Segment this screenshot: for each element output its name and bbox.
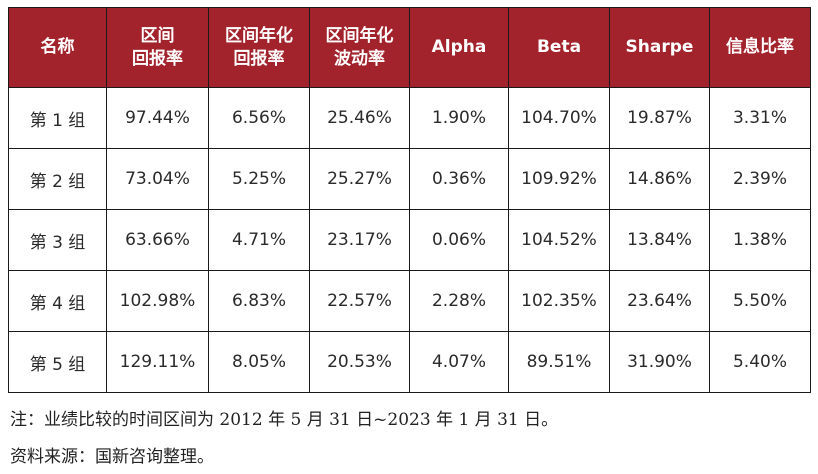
cell-sharpe: 19.87% (609, 87, 710, 149)
table-row: 第 5 组 129.11% 8.05% 20.53% 4.07% 89.51% … (8, 331, 811, 393)
cell-annualized-volatility: 23.17% (309, 209, 410, 271)
cell-group-name: 第 3 组 (8, 209, 107, 271)
header-alpha: Alpha (409, 7, 509, 88)
cell-annualized-return: 5.25% (208, 148, 310, 210)
cell-sharpe: 13.84% (609, 209, 710, 271)
cell-annualized-volatility: 25.46% (309, 87, 410, 149)
cell-group-name: 第 5 组 (8, 331, 107, 393)
header-name: 名称 (8, 7, 107, 88)
cell-information-ratio: 1.38% (709, 209, 811, 271)
cell-sharpe: 23.64% (609, 270, 710, 332)
cell-information-ratio: 3.31% (709, 87, 811, 149)
cell-annualized-volatility: 20.53% (309, 331, 410, 393)
cell-alpha: 2.28% (409, 270, 509, 332)
cell-group-name: 第 2 组 (8, 148, 107, 210)
cell-beta: 104.52% (508, 209, 610, 271)
cell-annualized-volatility: 22.57% (309, 270, 410, 332)
cell-period-return: 102.98% (106, 270, 209, 332)
header-period-return: 区间 回报率 (106, 7, 209, 88)
cell-sharpe: 31.90% (609, 331, 710, 393)
table-row: 第 3 组 63.66% 4.71% 23.17% 0.06% 104.52% … (8, 209, 811, 271)
header-beta: Beta (508, 7, 610, 88)
header-annualized-return: 区间年化 回报率 (208, 7, 310, 88)
cell-beta: 109.92% (508, 148, 610, 210)
header-sharpe: Sharpe (609, 7, 710, 88)
table-row: 第 2 组 73.04% 5.25% 25.27% 0.36% 109.92% … (8, 148, 811, 210)
cell-alpha: 1.90% (409, 87, 509, 149)
cell-information-ratio: 5.50% (709, 270, 811, 332)
footnote-source: 资料来源：国新咨询整理。 (10, 447, 214, 467)
cell-group-name: 第 4 组 (8, 270, 107, 332)
cell-annualized-return: 6.56% (208, 87, 310, 149)
cell-group-name: 第 1 组 (8, 87, 107, 149)
cell-annualized-volatility: 25.27% (309, 148, 410, 210)
cell-information-ratio: 2.39% (709, 148, 811, 210)
cell-alpha: 0.06% (409, 209, 509, 271)
cell-beta: 89.51% (508, 331, 610, 393)
cell-information-ratio: 5.40% (709, 331, 811, 393)
cell-period-return: 97.44% (106, 87, 209, 149)
header-information-ratio: 信息比率 (709, 7, 811, 88)
header-annualized-volatility: 区间年化 波动率 (309, 7, 410, 88)
table-row: 第 4 组 102.98% 6.83% 22.57% 2.28% 102.35%… (8, 270, 811, 332)
cell-sharpe: 14.86% (609, 148, 710, 210)
footnote-period: 注：业绩比较的时间区间为 2012 年 5 月 31 日~2023 年 1 月 … (10, 410, 559, 430)
table-header-row: 名称 区间 回报率 区间年化 回报率 区间年化 波动率 Alpha Beta S… (8, 7, 811, 88)
cell-beta: 104.70% (508, 87, 610, 149)
cell-period-return: 129.11% (106, 331, 209, 393)
cell-alpha: 4.07% (409, 331, 509, 393)
performance-table: 名称 区间 回报率 区间年化 回报率 区间年化 波动率 Alpha Beta S… (8, 7, 811, 393)
cell-annualized-return: 4.71% (208, 209, 310, 271)
cell-annualized-return: 6.83% (208, 270, 310, 332)
cell-period-return: 63.66% (106, 209, 209, 271)
cell-beta: 102.35% (508, 270, 610, 332)
cell-period-return: 73.04% (106, 148, 209, 210)
cell-alpha: 0.36% (409, 148, 509, 210)
cell-annualized-return: 8.05% (208, 331, 310, 393)
table-row: 第 1 组 97.44% 6.56% 25.46% 1.90% 104.70% … (8, 87, 811, 149)
